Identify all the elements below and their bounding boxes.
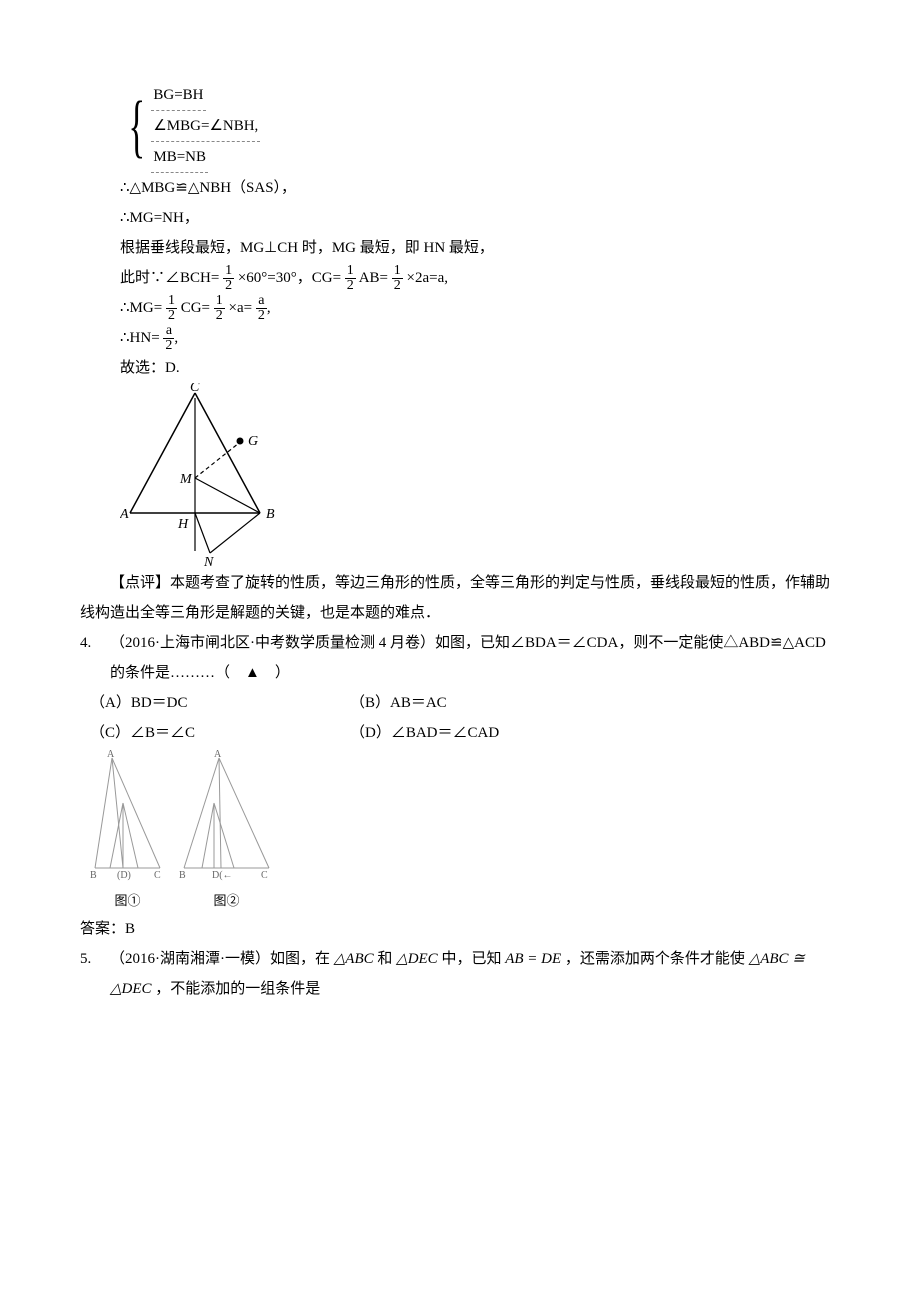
brace-line-2: ∠MBG=∠NBH, [151, 111, 260, 142]
q4-fig1: B (D) C A 图① [90, 748, 165, 914]
svg-text:M: M [179, 472, 193, 487]
q5-g: ，不能添加的一组条件是 [155, 981, 320, 997]
svg-text:(D): (D) [117, 870, 131, 881]
den: 2 [166, 309, 177, 323]
svg-text:H: H [177, 517, 189, 532]
text: ×a= [228, 300, 252, 316]
proof-line-2: ∴MG=NH， [80, 203, 840, 233]
svg-text:B: B [179, 870, 186, 881]
num: 1 [214, 294, 225, 309]
q5-body: （2016·湖南湘潭·一模）如图，在 △ABC 和 △DEC 中，已知 AB =… [110, 944, 840, 1004]
q4-src: （2016·上海市闸北区·中考数学质量检测 4 月卷）如图，已知∠BDA＝∠CD… [110, 628, 840, 688]
q4-options-row2: （C）∠B＝∠C （D）∠BAD＝∠CAD [80, 718, 840, 748]
svg-text:N: N [203, 555, 214, 568]
q5-e: 中，已知 [441, 951, 501, 967]
text: ×60°=30°，CG= [238, 270, 341, 286]
left-brace: { [128, 92, 145, 162]
num: a [256, 294, 267, 309]
proof-line-1: ∴△MBG≌△NBH（SAS）， [80, 173, 840, 203]
svg-text:B: B [266, 507, 275, 522]
q5-num: 5. [80, 944, 110, 1004]
proof-line-3: 根据垂线段最短，MG⊥CH 时，MG 最短，即 HN 最短， [80, 233, 840, 263]
proof-line-5: ∴MG= 12 CG= 12 ×a= a2, [80, 293, 840, 323]
svg-text:C: C [190, 383, 200, 395]
thumb2-label: 图② [179, 888, 274, 914]
brace-line-3: MB=NB [151, 142, 208, 173]
q4-optB: （B）AB＝AC [350, 688, 610, 718]
q5-a: （2016·湖南 [110, 951, 190, 967]
den: 2 [163, 339, 174, 353]
q4-optA: （A）BD＝DC [80, 688, 350, 718]
q4-stem: 4. （2016·上海市闸北区·中考数学质量检测 4 月卷）如图，已知∠BDA＝… [80, 628, 840, 688]
text: 此时∵∠BCH= [120, 270, 219, 286]
q4-num: 4. [80, 628, 110, 688]
svg-text:A: A [107, 749, 115, 760]
triangle-figure: A H B C M G N [80, 383, 840, 568]
proof-line-4: 此时∵∠BCH= 12 ×60°=30°，CG= 12 AB= 12 ×2a=a… [80, 263, 840, 293]
q5-f: ，还需添加两个条件才能使 [565, 951, 745, 967]
thumb1-label: 图① [90, 888, 165, 914]
svg-text:A: A [214, 749, 222, 760]
den: 2 [214, 309, 225, 323]
num: 1 [166, 294, 177, 309]
q5-tri1: △ABC [334, 951, 374, 967]
brace-line-1: BG=BH [151, 80, 205, 111]
q4-fig2: B D(← C A 图② [179, 748, 274, 914]
q5-c: ·一模）如图，在 [220, 951, 330, 967]
q4-optD: （D）∠BAD＝∠CAD [350, 718, 610, 748]
q5-d: 和 [377, 951, 392, 967]
q5-tri2: △DEC [396, 951, 438, 967]
proof-line-6: ∴HN= a2, [80, 323, 840, 353]
den: 2 [392, 279, 403, 293]
svg-text:C: C [261, 870, 268, 881]
svg-text:G: G [248, 434, 258, 449]
text: ∴MG= [120, 300, 162, 316]
q4-options-row1: （A）BD＝DC （B）AB＝AC [80, 688, 840, 718]
den: 2 [256, 309, 267, 323]
num: a [163, 324, 174, 339]
proof-line-7: 故选：D. [80, 353, 840, 383]
svg-text:D(←: D(← [212, 870, 233, 881]
q5-eq1: AB = DE [505, 951, 561, 967]
q4-optC: （C）∠B＝∠C [80, 718, 350, 748]
brace-block: { BG=BH ∠MBG=∠NBH, MB=NB [80, 80, 840, 173]
text: CG= [181, 300, 210, 316]
q5-b: 湘潭 [190, 951, 220, 967]
text: ∴HN= [120, 330, 160, 346]
num: 1 [345, 264, 356, 279]
text: AB= [359, 270, 388, 286]
svg-text:C: C [154, 870, 161, 881]
review-text: 【点评】本题考查了旋转的性质，等边三角形的性质，全等三角形的判定与性质，垂线段最… [80, 568, 840, 628]
den: 2 [345, 279, 356, 293]
svg-text:A: A [120, 507, 129, 522]
num: 1 [392, 264, 403, 279]
den: 2 [223, 279, 234, 293]
q4-figures: B (D) C A 图① B D(← C A 图② [80, 748, 840, 914]
q5-stem: 5. （2016·湖南湘潭·一模）如图，在 △ABC 和 △DEC 中，已知 A… [80, 944, 840, 1004]
q4-answer: 答案：B [80, 914, 840, 944]
num: 1 [223, 264, 234, 279]
svg-text:B: B [90, 870, 97, 881]
text: ×2a=a, [407, 270, 448, 286]
